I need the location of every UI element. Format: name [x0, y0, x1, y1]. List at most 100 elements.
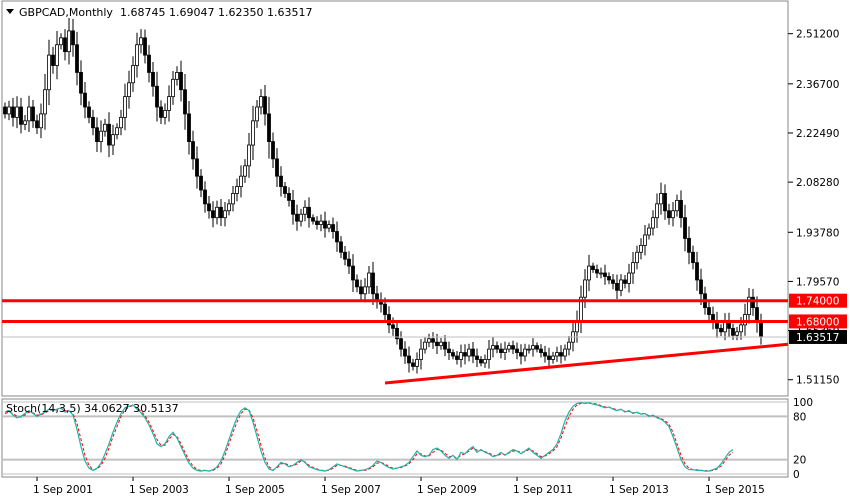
candle	[339, 236, 343, 259]
candle	[367, 265, 371, 294]
candle	[203, 181, 207, 213]
candle	[475, 348, 479, 367]
candle	[299, 208, 303, 227]
candle	[267, 96, 271, 159]
candle	[439, 338, 443, 350]
candle	[287, 187, 291, 207]
candle	[27, 95, 31, 133]
candle	[151, 62, 155, 97]
candle	[611, 274, 615, 290]
candle	[455, 351, 459, 365]
candle	[47, 39, 51, 106]
support-resistance-lines[interactable]	[2, 299, 788, 323]
symbol-dropdown-icon[interactable]	[6, 9, 14, 14]
candle	[227, 199, 231, 216]
candle	[515, 342, 519, 360]
candle	[651, 210, 655, 236]
candle	[459, 344, 463, 368]
candle	[303, 200, 307, 222]
candle	[675, 194, 679, 217]
candle	[543, 345, 547, 363]
candle	[751, 288, 755, 316]
candle	[119, 109, 123, 136]
candle	[471, 342, 475, 364]
candle	[147, 45, 151, 83]
candle	[39, 103, 43, 139]
candle	[619, 274, 623, 297]
trendline[interactable]	[384, 342, 789, 385]
candle	[75, 31, 79, 86]
candle	[415, 352, 419, 374]
candle	[51, 46, 55, 74]
candle	[423, 337, 427, 354]
candle	[199, 169, 203, 198]
candle	[643, 225, 647, 256]
candle	[695, 251, 699, 291]
candle	[451, 349, 455, 360]
candle	[327, 220, 331, 233]
candle	[399, 331, 403, 357]
candle	[71, 18, 75, 57]
candle	[63, 29, 67, 61]
candle	[343, 246, 347, 266]
candle	[647, 223, 651, 240]
candle	[127, 70, 131, 109]
candle	[599, 267, 603, 279]
candle	[447, 341, 451, 361]
candle	[603, 264, 607, 285]
candle	[43, 73, 47, 130]
stoch-levels	[2, 401, 788, 475]
price-label: 1.68000	[789, 314, 847, 329]
candle	[747, 288, 751, 324]
ohlc-values: 1.68745 1.69047 1.62350 1.63517	[120, 6, 312, 19]
y-tick-label: 1.79570	[796, 276, 839, 288]
candle	[11, 97, 15, 127]
svg-text:1.63517: 1.63517	[796, 332, 839, 344]
candle	[743, 303, 747, 336]
candle	[443, 335, 447, 357]
candle	[295, 204, 299, 231]
candle	[547, 347, 551, 368]
stoch-main-line	[4, 402, 734, 472]
x-tick-label: 1 Sep 2015	[705, 484, 765, 496]
candle	[331, 217, 335, 239]
candle	[271, 132, 275, 169]
candle	[155, 71, 159, 122]
candle	[195, 146, 199, 189]
candle	[347, 251, 351, 274]
candle	[655, 193, 659, 229]
candle	[627, 263, 631, 293]
candle	[691, 245, 695, 270]
candle	[7, 100, 11, 121]
x-tick-label: 1 Sep 2013	[609, 484, 669, 496]
candle	[283, 181, 287, 199]
candle	[635, 245, 639, 270]
candle	[307, 197, 311, 228]
candle	[667, 203, 671, 225]
y-tick-label: 2.08280	[796, 177, 839, 189]
time-axis: 1 Sep 2001 1 Sep 2003 1 Sep 2005 1 Sep 2007…	[33, 477, 765, 496]
candle	[551, 351, 555, 364]
price-label: 1.74000	[789, 293, 847, 308]
candle	[263, 85, 267, 126]
candle	[623, 274, 627, 289]
candle	[115, 123, 119, 140]
candle	[559, 345, 563, 364]
candle	[587, 254, 591, 292]
candle	[671, 202, 675, 227]
candle	[355, 274, 359, 293]
candle	[31, 99, 35, 128]
x-tick-label: 1 Sep 2001	[33, 484, 93, 496]
candle	[499, 343, 503, 359]
candle	[251, 105, 255, 160]
candle	[555, 346, 559, 362]
candle	[91, 109, 95, 136]
candle	[531, 338, 535, 357]
price-labels: 1.74000 1.68000 1.63517	[789, 293, 847, 344]
stoch-panel[interactable]	[1, 398, 789, 478]
candle	[359, 279, 363, 301]
candle	[291, 190, 295, 225]
candle	[19, 97, 23, 134]
stoch-level-label: 0	[793, 469, 800, 481]
